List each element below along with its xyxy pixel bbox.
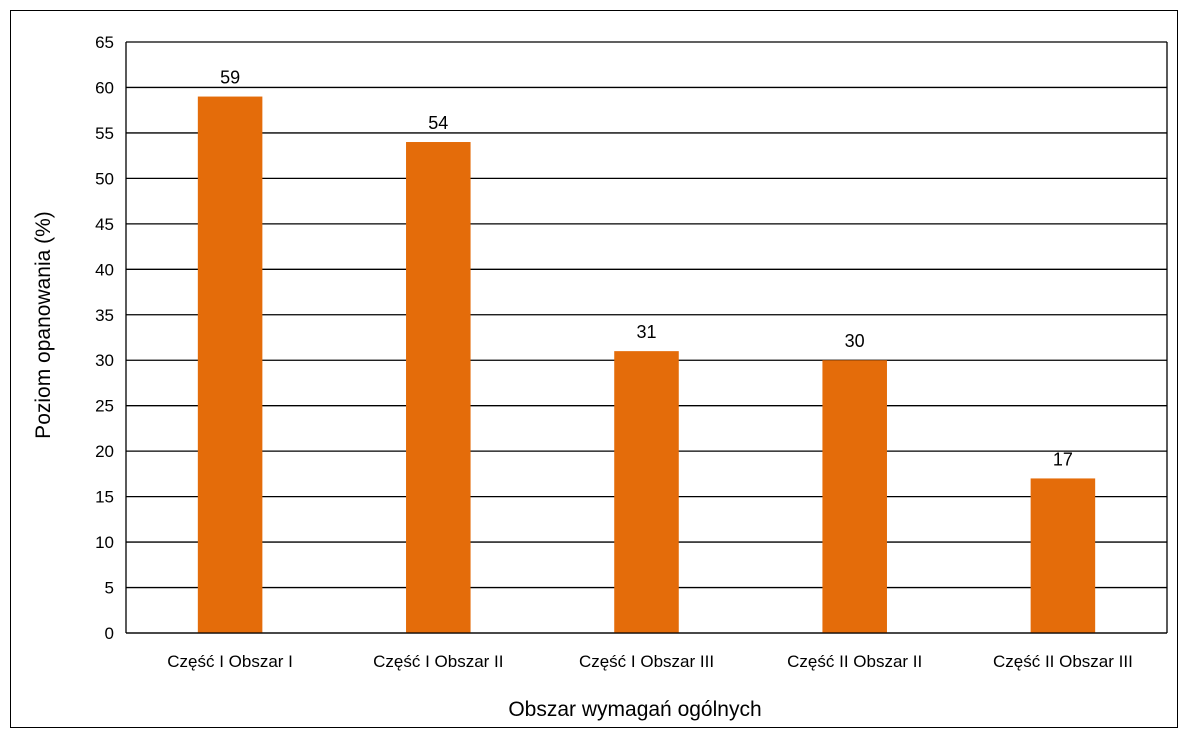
x-tick-label: Część II Obszar III bbox=[993, 652, 1133, 671]
x-tick-label: Część I Obszar I bbox=[167, 652, 293, 671]
data-label: 30 bbox=[845, 331, 865, 351]
y-tick-label: 15 bbox=[95, 488, 114, 507]
bar bbox=[614, 351, 679, 633]
axes bbox=[125, 42, 1168, 634]
y-tick-label: 30 bbox=[95, 351, 114, 370]
y-tick-label: 25 bbox=[95, 397, 114, 416]
y-tick-label: 0 bbox=[105, 624, 114, 643]
data-label: 59 bbox=[220, 68, 240, 88]
y-tick-label: 65 bbox=[95, 33, 114, 52]
x-axis-categories: Część I Obszar I Część I Obszar II Część I… bbox=[167, 652, 1133, 671]
x-tick-label: Część I Obszar II bbox=[373, 652, 503, 671]
data-label: 31 bbox=[636, 322, 656, 342]
y-tick-label: 50 bbox=[95, 169, 114, 188]
bars bbox=[197, 96, 1096, 634]
y-tick-label: 45 bbox=[95, 215, 114, 234]
data-label: 54 bbox=[428, 113, 448, 133]
data-label: 17 bbox=[1053, 449, 1073, 469]
y-tick-label: 10 bbox=[95, 533, 114, 552]
bar bbox=[1030, 478, 1096, 633]
y-axis-ticks: 0 5 10 15 20 25 30 35 40 45 50 55 60 65 bbox=[95, 33, 114, 643]
x-tick-label: Część I Obszar III bbox=[579, 652, 714, 671]
bar bbox=[197, 96, 263, 634]
bar bbox=[822, 360, 887, 633]
x-tick-label: Część II Obszar II bbox=[787, 652, 922, 671]
bar bbox=[406, 142, 471, 633]
y-tick-label: 55 bbox=[95, 124, 114, 143]
y-tick-label: 5 bbox=[105, 579, 114, 598]
y-axis-title: Poziom opanowania (%) bbox=[32, 211, 55, 439]
x-axis-title: Obszar wymagań ogólnych bbox=[508, 698, 761, 721]
data-labels: 59 54 31 30 17 bbox=[220, 68, 1073, 470]
y-tick-label: 40 bbox=[95, 260, 114, 279]
y-tick-label: 35 bbox=[95, 306, 114, 325]
y-tick-label: 20 bbox=[95, 442, 114, 461]
y-tick-label: 60 bbox=[95, 78, 114, 97]
